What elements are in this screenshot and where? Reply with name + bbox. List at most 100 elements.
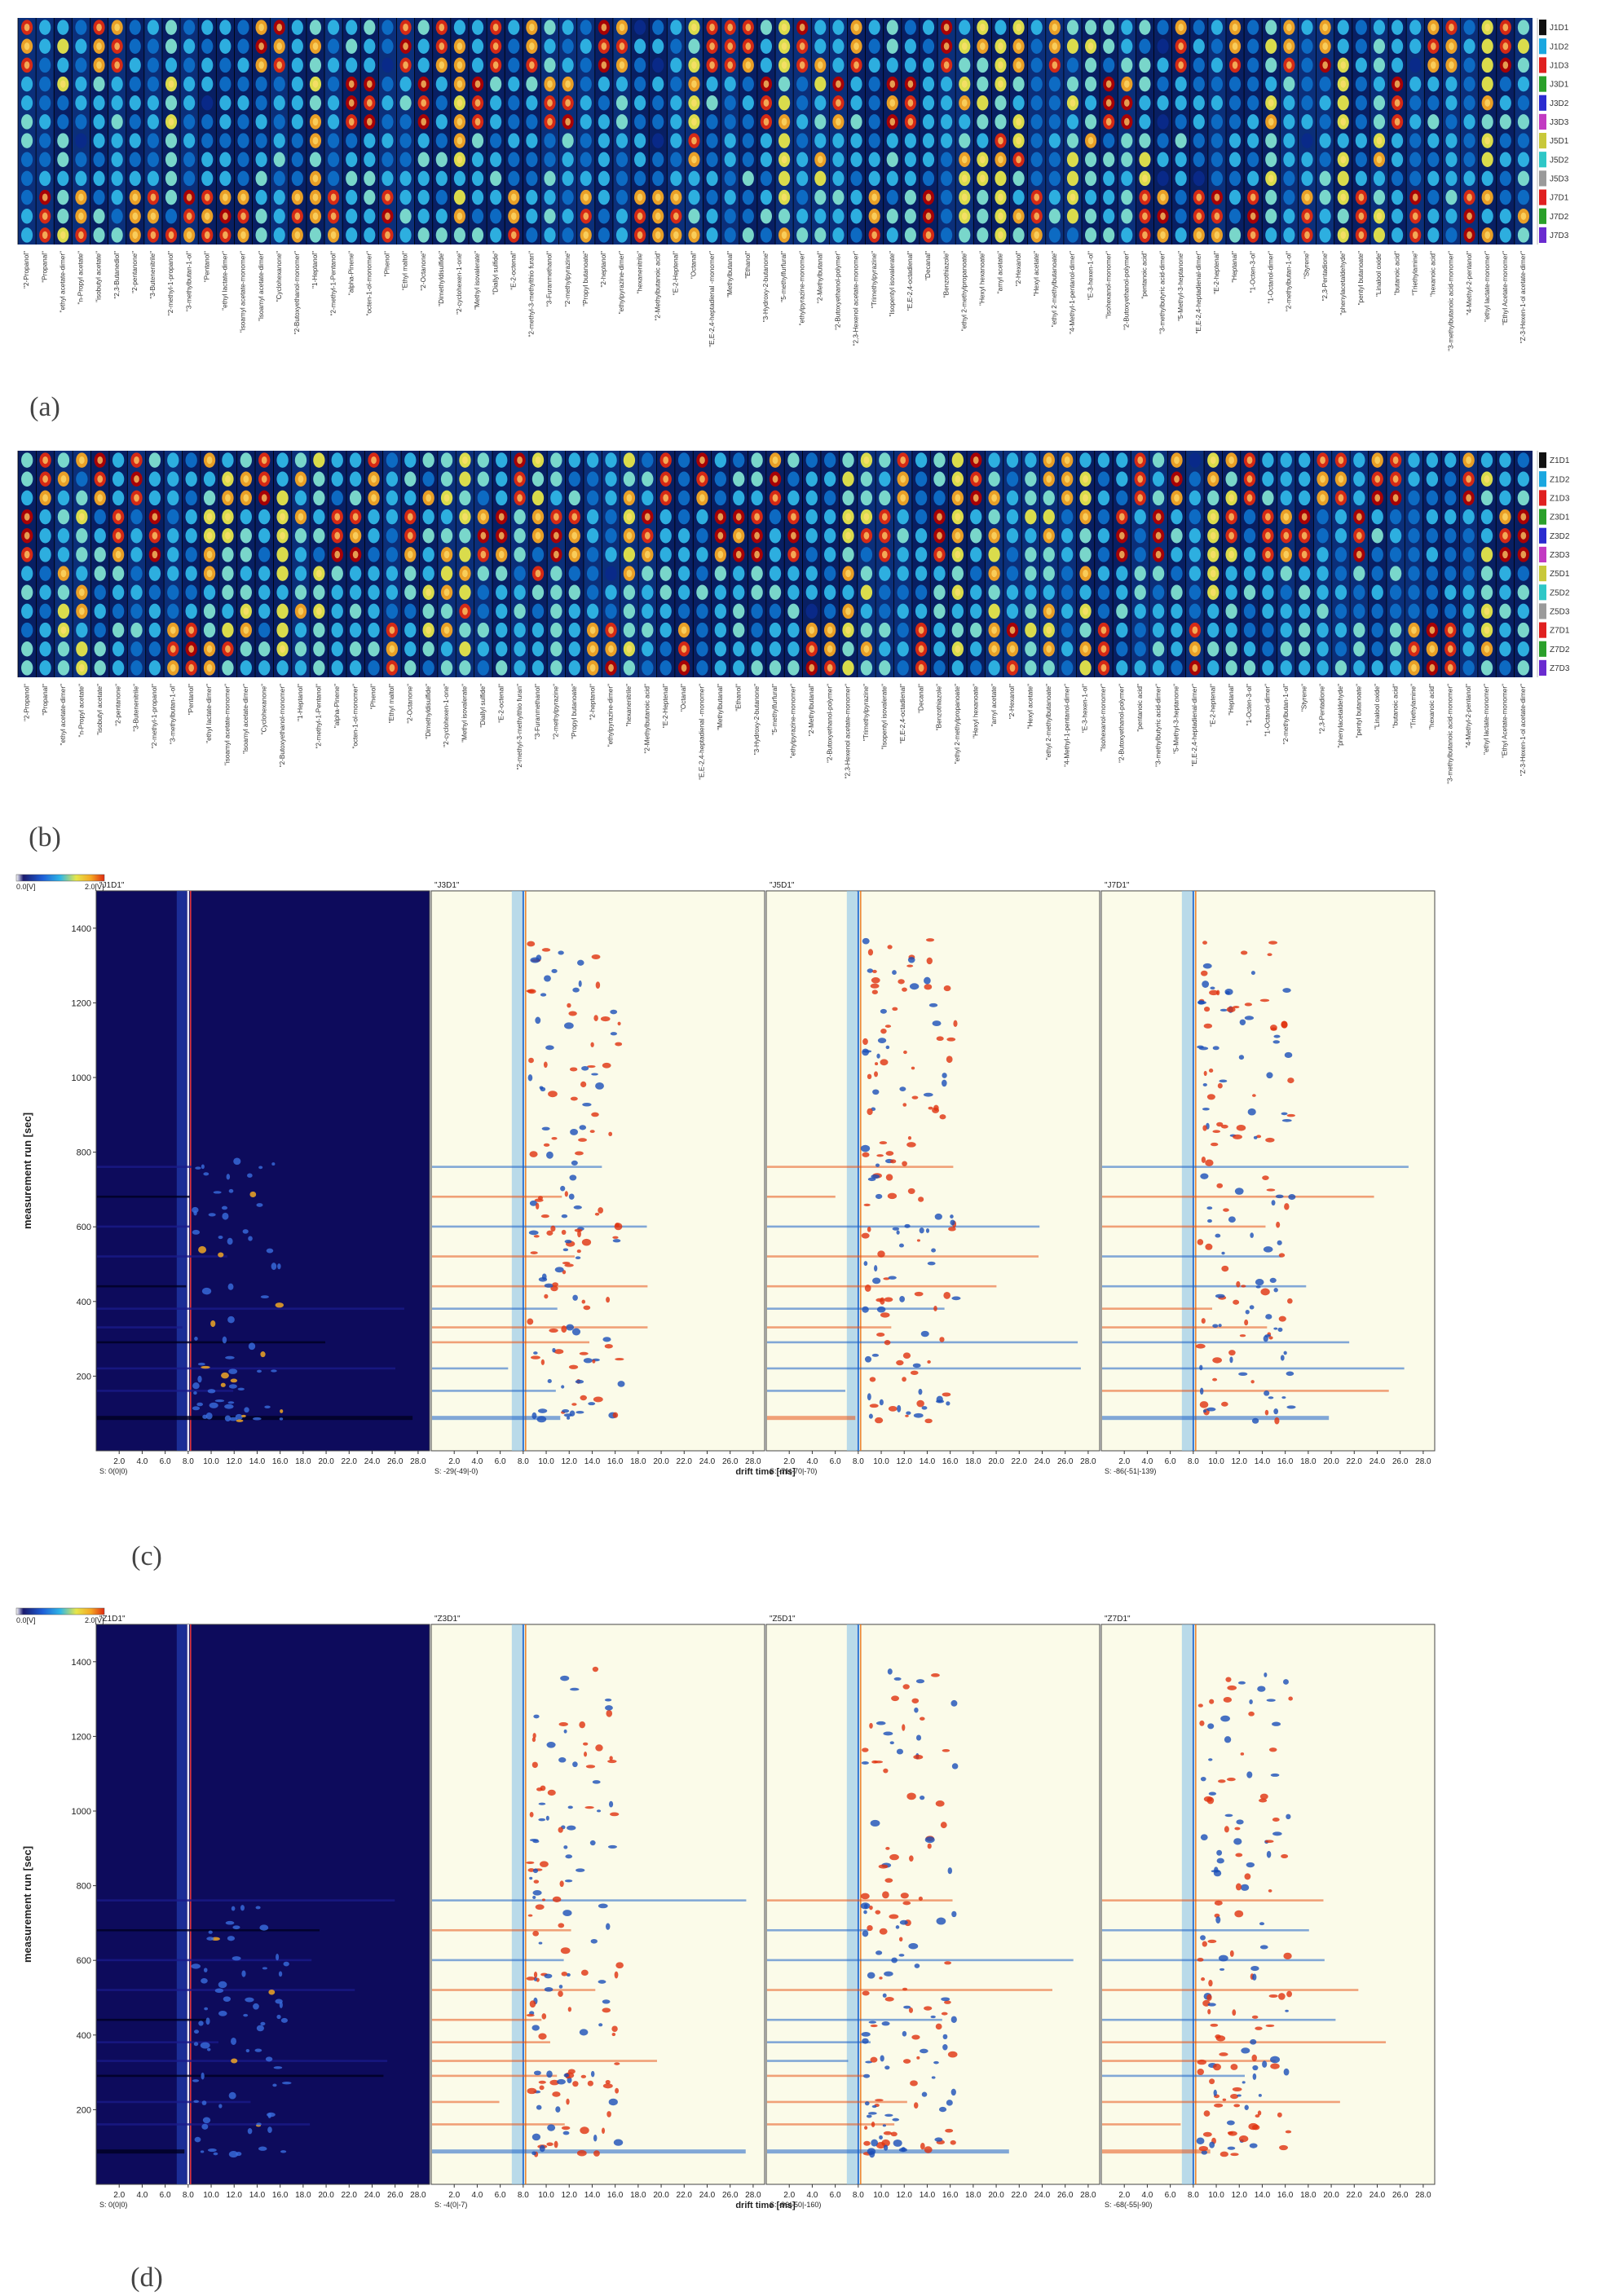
ion-peak <box>911 1066 915 1070</box>
ion-peak <box>889 1741 894 1745</box>
intensity-spot <box>1121 133 1133 148</box>
intensity-spot <box>258 603 271 619</box>
ion-peak <box>948 1227 956 1232</box>
intensity-spot <box>440 603 453 619</box>
intensity-spot <box>453 170 465 187</box>
compound-label: "ethyl 2-methylbutanoate" <box>1045 684 1052 760</box>
intensity-spot <box>886 227 898 243</box>
intensity-spot <box>1189 509 1202 525</box>
intensity-spot <box>550 471 562 487</box>
intensity-spot <box>670 133 682 148</box>
intensity-spot <box>868 38 880 55</box>
intensity-spot <box>1262 584 1274 601</box>
intensity-core <box>480 513 487 521</box>
ion-peak <box>612 1239 621 1243</box>
intensity-core <box>961 99 968 107</box>
intensity-spot <box>1175 114 1187 130</box>
intensity-spot <box>435 227 448 243</box>
intensity-core <box>781 61 787 69</box>
intensity-spot <box>165 152 178 168</box>
intensity-spot <box>399 227 412 243</box>
compound-column: "3-methylbutan-1-ol" <box>179 18 199 311</box>
intensity-spot <box>258 660 271 676</box>
intensity-spot <box>1189 603 1202 619</box>
intensity-spot <box>1301 57 1313 73</box>
intensity-spot <box>550 603 562 619</box>
intensity-spot <box>508 38 520 55</box>
intensity-spot <box>659 547 672 562</box>
intensity-spot <box>605 584 617 601</box>
intensity-spot <box>1211 170 1223 187</box>
intensity-core <box>492 42 499 51</box>
ion-peak <box>258 1166 263 1170</box>
intensity-spot <box>471 152 484 168</box>
intensity-spot <box>1211 20 1223 35</box>
compound-column: "Octanal" <box>674 451 694 712</box>
ion-peak <box>581 1065 589 1071</box>
row-label: J5D2 <box>1550 156 1569 165</box>
compound-column: "2-Methylbutanoic acid" <box>637 451 657 753</box>
intensity-spot <box>440 471 453 487</box>
intensity-spot <box>706 170 718 187</box>
intensity-core <box>1210 475 1216 483</box>
intensity-spot <box>1116 584 1128 601</box>
intensity-spot <box>598 152 610 168</box>
ion-peak <box>231 2037 236 2045</box>
ion-peak <box>887 1192 898 1200</box>
intensity-spot <box>1463 76 1475 92</box>
ion-peak <box>1199 1387 1204 1395</box>
compound-label: "n-Propyl acetate" <box>77 251 85 305</box>
x-tick-label: 26.0 <box>387 2191 404 2200</box>
intensity-spot <box>1030 170 1043 187</box>
intensity-spot <box>760 170 773 187</box>
intensity-spot <box>219 152 232 168</box>
intensity-core <box>312 193 319 201</box>
intensity-core <box>389 645 395 653</box>
x-tick-label: 20.0 <box>1323 2191 1339 2200</box>
intensity-spot <box>1097 509 1110 525</box>
intensity-core <box>663 475 669 483</box>
intensity-spot <box>185 527 197 544</box>
row-color-swatch <box>1539 38 1546 55</box>
intensity-spot <box>1499 208 1511 224</box>
compound-label: "Pentanol" <box>187 684 195 715</box>
intensity-spot <box>1243 547 1256 562</box>
ion-peak <box>562 1910 572 1917</box>
intensity-spot <box>1247 133 1259 148</box>
intensity-spot <box>346 38 358 55</box>
intensity-spot <box>273 189 285 205</box>
intensity-spot <box>751 603 763 619</box>
compound-label: "ethyl lactate-monomer" <box>1484 251 1491 322</box>
compound-column: "Phenol" <box>377 18 397 276</box>
row-label: Z1D2 <box>1550 475 1570 484</box>
intensity-spot <box>1283 170 1295 187</box>
intensity-spot <box>696 584 708 601</box>
ion-peak <box>871 1353 880 1357</box>
ion-peak <box>1262 1175 1269 1180</box>
intensity-core <box>498 513 505 521</box>
intensity-spot <box>623 471 636 487</box>
intensity-spot <box>642 452 654 468</box>
intensity-spot <box>1025 660 1037 676</box>
intensity-spot <box>57 452 70 468</box>
intensity-core <box>421 99 426 107</box>
colorbar: 0.0[V] 2.0[V] <box>15 874 105 891</box>
intensity-core <box>1265 531 1271 540</box>
ion-peak <box>1244 1873 1251 1880</box>
intensity-core <box>1358 231 1365 240</box>
intensity-spot <box>1189 452 1202 468</box>
ion-peak <box>233 1157 241 1166</box>
column-bg <box>967 451 986 677</box>
intensity-spot <box>842 660 854 676</box>
compound-column: "Propyl butanoate" <box>565 451 584 739</box>
ion-peak <box>1244 1319 1249 1326</box>
intensity-spot <box>1499 660 1511 676</box>
ion-peak <box>528 1230 539 1236</box>
ion-peak <box>861 2032 871 2037</box>
intensity-spot <box>346 133 358 148</box>
intensity-spot <box>1243 566 1256 581</box>
ion-peak <box>1212 1357 1222 1364</box>
intensity-spot <box>659 622 672 638</box>
intensity-core <box>1320 456 1325 465</box>
intensity-spot <box>417 20 430 35</box>
